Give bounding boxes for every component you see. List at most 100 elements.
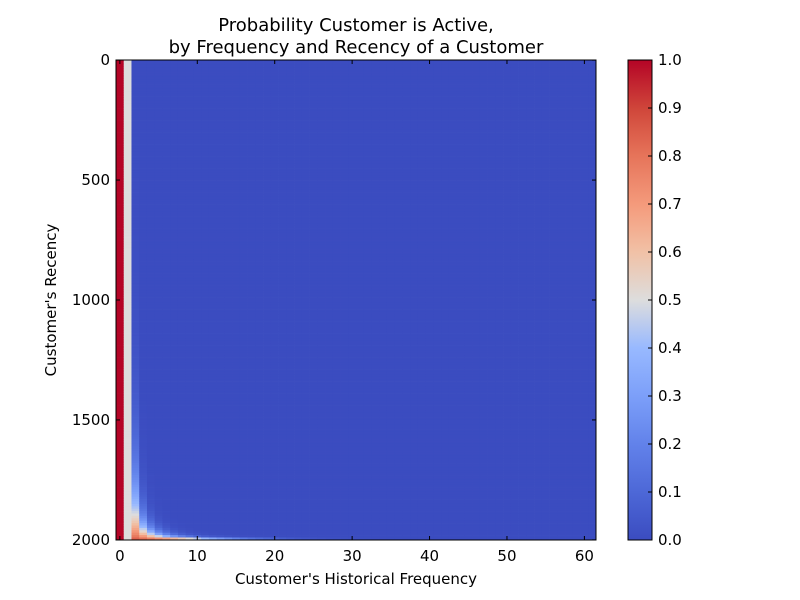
- heatmap-cell: [185, 254, 194, 258]
- heatmap-cell: [224, 386, 233, 390]
- heatmap-cell: [294, 525, 303, 529]
- heatmap-cell: [270, 84, 279, 87]
- heatmap-cell: [123, 386, 132, 390]
- heatmap-cell: [177, 117, 187, 121]
- heatmap-cell: [170, 220, 179, 224]
- heatmap-cell: [232, 537, 241, 541]
- heatmap-cell: [263, 187, 272, 191]
- heatmap-cell: [255, 266, 264, 270]
- heatmap-cell: [216, 74, 225, 78]
- heatmap-cell: [216, 280, 225, 284]
- heatmap-cell: [201, 424, 210, 428]
- heatmap-cell: [239, 148, 248, 152]
- heatmap-cell: [239, 216, 248, 219]
- heatmap-cell: [263, 340, 272, 344]
- heatmap-cell: [131, 175, 140, 179]
- heatmap-cell: [239, 204, 248, 207]
- heatmap-cell: [247, 395, 256, 399]
- heatmap-cell: [247, 276, 256, 279]
- heatmap-cell: [201, 532, 210, 536]
- heatmap-cell: [116, 213, 125, 217]
- heatmap-cell: [193, 151, 202, 155]
- heatmap-cell: [208, 395, 217, 399]
- heatmap-cell: [263, 503, 272, 507]
- heatmap-cell: [286, 292, 295, 296]
- heatmap-cell: [224, 98, 233, 102]
- heatmap-cell: [278, 172, 287, 176]
- heatmap-cell: [139, 223, 148, 226]
- heatmap-cell: [263, 494, 272, 498]
- heatmap-cell: [131, 285, 140, 289]
- heatmap-cell: [286, 93, 295, 97]
- heatmap-cell: [154, 88, 163, 92]
- heatmap-cell: [201, 340, 210, 344]
- heatmap-cell: [301, 441, 310, 445]
- heatmap-cell: [286, 439, 295, 442]
- heatmap-cell: [162, 276, 171, 279]
- heatmap-cell: [255, 535, 264, 538]
- heatmap-cell: [162, 84, 171, 87]
- heatmap-cell: [263, 247, 272, 250]
- heatmap-cell: [247, 520, 256, 524]
- heatmap-cell: [170, 120, 179, 123]
- heatmap-cell: [270, 503, 279, 507]
- heatmap-cell: [123, 513, 132, 517]
- heatmap-cell: [224, 424, 233, 428]
- heatmap-cell: [255, 237, 264, 241]
- heatmap-cell: [201, 249, 210, 253]
- heatmap-cell: [177, 240, 187, 243]
- heatmap-cell: [278, 503, 287, 507]
- heatmap-cell: [216, 283, 225, 286]
- heatmap-cell: [139, 463, 148, 466]
- heatmap-cell: [301, 364, 310, 368]
- heatmap-cell: [255, 530, 264, 534]
- heatmap-cell: [185, 347, 194, 351]
- heatmap-cell: [232, 335, 241, 339]
- heatmap-cell: [177, 443, 187, 447]
- heatmap-cell: [193, 273, 202, 277]
- heatmap-cell: [294, 252, 303, 255]
- heatmap-cell: [201, 508, 210, 512]
- heatmap-cell: [177, 136, 187, 140]
- heatmap-cell: [131, 81, 140, 85]
- heatmap-cell: [177, 501, 187, 505]
- heatmap-cell: [232, 163, 241, 167]
- heatmap-cell: [216, 467, 225, 471]
- heatmap-cell: [247, 439, 256, 442]
- heatmap-cell: [116, 180, 125, 183]
- heatmap-cell: [139, 482, 148, 486]
- heatmap-cell: [255, 177, 264, 181]
- heatmap-cell: [193, 278, 202, 282]
- heatmap-cell: [247, 300, 256, 303]
- heatmap-cell: [301, 271, 310, 274]
- heatmap-cell: [116, 463, 125, 466]
- heatmap-cell: [193, 160, 202, 164]
- heatmap-cell: [139, 199, 148, 202]
- heatmap-cell: [123, 189, 132, 193]
- heatmap-cell: [294, 431, 303, 435]
- heatmap-cell: [224, 484, 233, 488]
- heatmap-cell: [201, 153, 210, 157]
- heatmap-cell: [224, 455, 233, 459]
- heatmap-cell: [286, 184, 295, 188]
- heatmap-cell: [131, 350, 140, 354]
- heatmap-cell: [247, 400, 256, 404]
- heatmap-cell: [116, 223, 125, 226]
- heatmap-cell: [278, 453, 287, 457]
- heatmap-cell: [263, 535, 272, 538]
- heatmap-cell: [131, 292, 140, 296]
- heatmap-cell: [162, 398, 171, 402]
- heatmap-cell: [247, 374, 256, 378]
- heatmap-cell: [193, 415, 202, 418]
- heatmap-cell: [216, 98, 225, 102]
- heatmap-cell: [162, 139, 171, 143]
- heatmap-cell: [162, 511, 171, 514]
- heatmap-cell: [131, 427, 140, 430]
- heatmap-cell: [247, 252, 256, 255]
- heatmap-cell: [177, 163, 187, 167]
- heatmap-cell: [201, 484, 210, 488]
- heatmap-cell: [247, 235, 256, 238]
- heatmap-cell: [224, 146, 233, 150]
- heatmap-cell: [278, 419, 287, 423]
- heatmap-cell: [278, 110, 287, 114]
